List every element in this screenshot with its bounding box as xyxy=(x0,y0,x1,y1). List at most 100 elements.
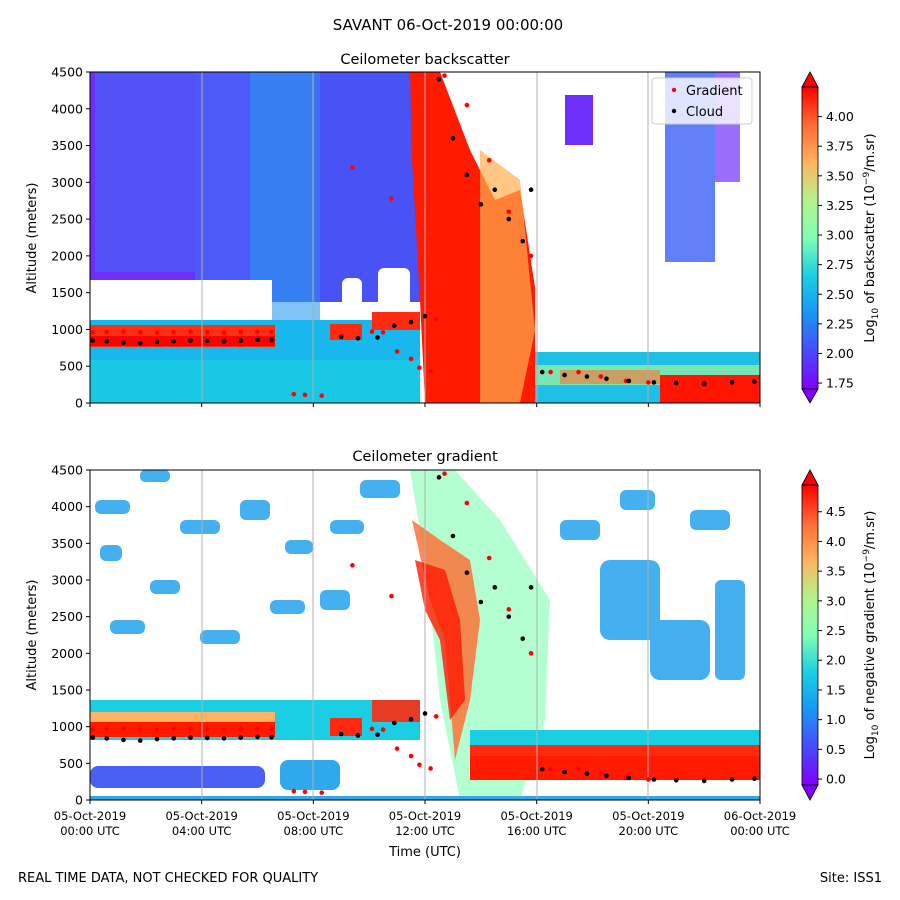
gradient-gradient-point xyxy=(238,726,244,732)
backscatter-panel: Ceilometer backscatter xyxy=(25,52,881,411)
gradient-xtick-label: 05-Oct-2019 xyxy=(389,809,461,823)
backscatter-ytick-label: 500 xyxy=(59,359,83,374)
gradient-colorbar: 0.0 0.5 1.0 1.5 2.0 2.5 3.0 3.5 4.0 4.5 Log10 of … xyxy=(801,469,881,801)
legend: Gradient Cloud xyxy=(651,77,753,125)
backscatter-gradient-point xyxy=(369,329,375,334)
gradient-cloud-point xyxy=(422,711,428,716)
backscatter-ytick-label: 3500 xyxy=(51,138,83,153)
gradient-colorbar-tick-label: 2.0 xyxy=(826,653,846,668)
gradient-xlabel: Time (UTC) xyxy=(388,845,461,860)
gradient-cloud-point xyxy=(255,734,260,740)
backscatter-cloud-point xyxy=(269,337,274,343)
gradient-gradient-point xyxy=(90,727,96,732)
gradient-cloud-point xyxy=(355,733,361,738)
backscatter-cloud-point xyxy=(121,340,126,345)
backscatter-cloud-point xyxy=(701,381,707,387)
backscatter-colorbar-label: Log10 of backscatter (10−9/m.sr) xyxy=(862,133,881,342)
footer-right: Site: ISS1 xyxy=(820,871,882,886)
backscatter-gradient-point xyxy=(506,209,512,215)
backscatter-gradient-point xyxy=(486,157,492,163)
gradient-xtick-label: 04:00 UTC xyxy=(172,824,232,838)
backscatter-cloud-point xyxy=(375,335,380,340)
gradient-gradient-point xyxy=(269,726,274,732)
gradient-cloud-point xyxy=(338,731,344,737)
gradient-gradient-point xyxy=(506,607,512,612)
backscatter-colorbar: 1.75 2.00 2.25 2.50 2.75 3.00 3.25 3.50 3.75 4.00… xyxy=(801,71,881,404)
gradient-xtick-label: 16:00 UTC xyxy=(507,824,567,838)
gradient-ylabel: Altitude (meters) xyxy=(25,580,40,691)
backscatter-cloud-point xyxy=(478,202,484,207)
gradient-cloud-point xyxy=(492,585,498,590)
backscatter-cloud-point xyxy=(422,313,428,319)
gradient-cloud-point xyxy=(269,735,274,740)
gradient-cloud-point xyxy=(450,533,456,539)
backscatter-gradient-point xyxy=(255,329,260,334)
backscatter-colorbar-tick-label: 2.50 xyxy=(826,287,854,302)
backscatter-gradient-point xyxy=(464,102,470,108)
gradient-xtick-label: 00:00 UTC xyxy=(730,824,790,838)
backscatter-gradient-point xyxy=(302,392,308,398)
gradient-cloud-point xyxy=(506,614,512,619)
gradient-xtick-label: 00:00 UTC xyxy=(60,824,120,838)
gradient-colorbar-tick-label: 4.0 xyxy=(826,534,846,549)
gradient-ytick-label: 0 xyxy=(75,793,83,808)
gradient-gradient-point xyxy=(389,593,394,599)
gradient-cloud-point xyxy=(436,475,442,480)
gradient-colorbar-tick-label: 3.0 xyxy=(826,593,846,608)
backscatter-gradient-point xyxy=(428,369,433,374)
backscatter-gradient-point xyxy=(417,365,422,370)
backscatter-gradient-point xyxy=(104,329,110,335)
gradient-gradient-point xyxy=(528,651,534,656)
backscatter-cloud-point xyxy=(729,380,735,385)
gradient-ytick-label: 2000 xyxy=(51,646,83,661)
backscatter-gradient-point xyxy=(171,329,177,335)
backscatter-cloud-point xyxy=(436,77,442,82)
gradient-ytick-label: 2500 xyxy=(51,609,83,624)
backscatter-colorbar-tick-label: 2.25 xyxy=(826,316,854,331)
backscatter-colorbar-tick-label: 1.75 xyxy=(826,376,854,391)
gradient-cloud-point xyxy=(626,775,632,781)
backscatter-cloud-point xyxy=(584,374,590,379)
backscatter-ytick-label: 1500 xyxy=(51,285,83,300)
legend-cloud-label: Cloud xyxy=(686,105,723,120)
gradient-gradient-point xyxy=(598,771,604,776)
backscatter-colorbar-tick-label: 3.25 xyxy=(826,198,854,213)
backscatter-gradient-point xyxy=(319,393,325,398)
gradient-ytick-label: 4500 xyxy=(51,463,83,478)
gradient-cloud-point xyxy=(478,599,484,605)
gradient-gradient-point xyxy=(255,726,260,732)
gradient-cloud-point xyxy=(238,735,244,740)
backscatter-gradient-point xyxy=(154,330,160,336)
gradient-cloud-point xyxy=(729,777,735,782)
gradient-cloud-point xyxy=(137,738,143,743)
gradient-gradient-point xyxy=(369,726,375,732)
backscatter-cloud-point xyxy=(626,378,632,384)
gradient-gradient-point xyxy=(221,727,227,732)
backscatter-ytick-label: 1000 xyxy=(51,322,83,337)
gradient-gradient-point xyxy=(464,500,470,506)
backscatter-gradient-point xyxy=(137,330,143,335)
backscatter-gradient-point xyxy=(598,374,604,379)
gradient-cloud-point xyxy=(154,736,160,742)
gradient-colorbar-tick-label: 1.0 xyxy=(826,712,846,727)
gradient-colorbar-tick-label: 0.5 xyxy=(826,742,846,757)
backscatter-gradient-point xyxy=(90,330,96,335)
backscatter-cloud-point xyxy=(391,323,397,329)
backscatter-ytick-label: 4500 xyxy=(51,65,83,80)
backscatter-cloud-point xyxy=(255,337,260,343)
backscatter-cloud-point xyxy=(90,338,96,343)
backscatter-ytick-label: 4000 xyxy=(51,101,83,116)
gradient-gradient-point xyxy=(171,726,177,732)
gradient-cloud-point xyxy=(539,766,545,772)
gradient-ytick-label: 1500 xyxy=(51,683,83,698)
gradient-colorbar-tick-label: 1.5 xyxy=(826,682,846,697)
backscatter-ytick-label: 2500 xyxy=(51,212,83,227)
gradient-gradient-point xyxy=(188,726,193,732)
footer-left: REAL TIME DATA, NOT CHECKED FOR QUALITY xyxy=(18,871,318,886)
backscatter-cloud-point xyxy=(104,338,110,344)
gradient-cloud-point xyxy=(375,732,380,738)
gradient-cloud-point xyxy=(673,777,679,783)
gradient-xtick-label: 05-Oct-2019 xyxy=(54,809,126,823)
gradient-ytick-label: 3500 xyxy=(51,536,83,551)
gradient-gradient-point xyxy=(104,726,110,732)
